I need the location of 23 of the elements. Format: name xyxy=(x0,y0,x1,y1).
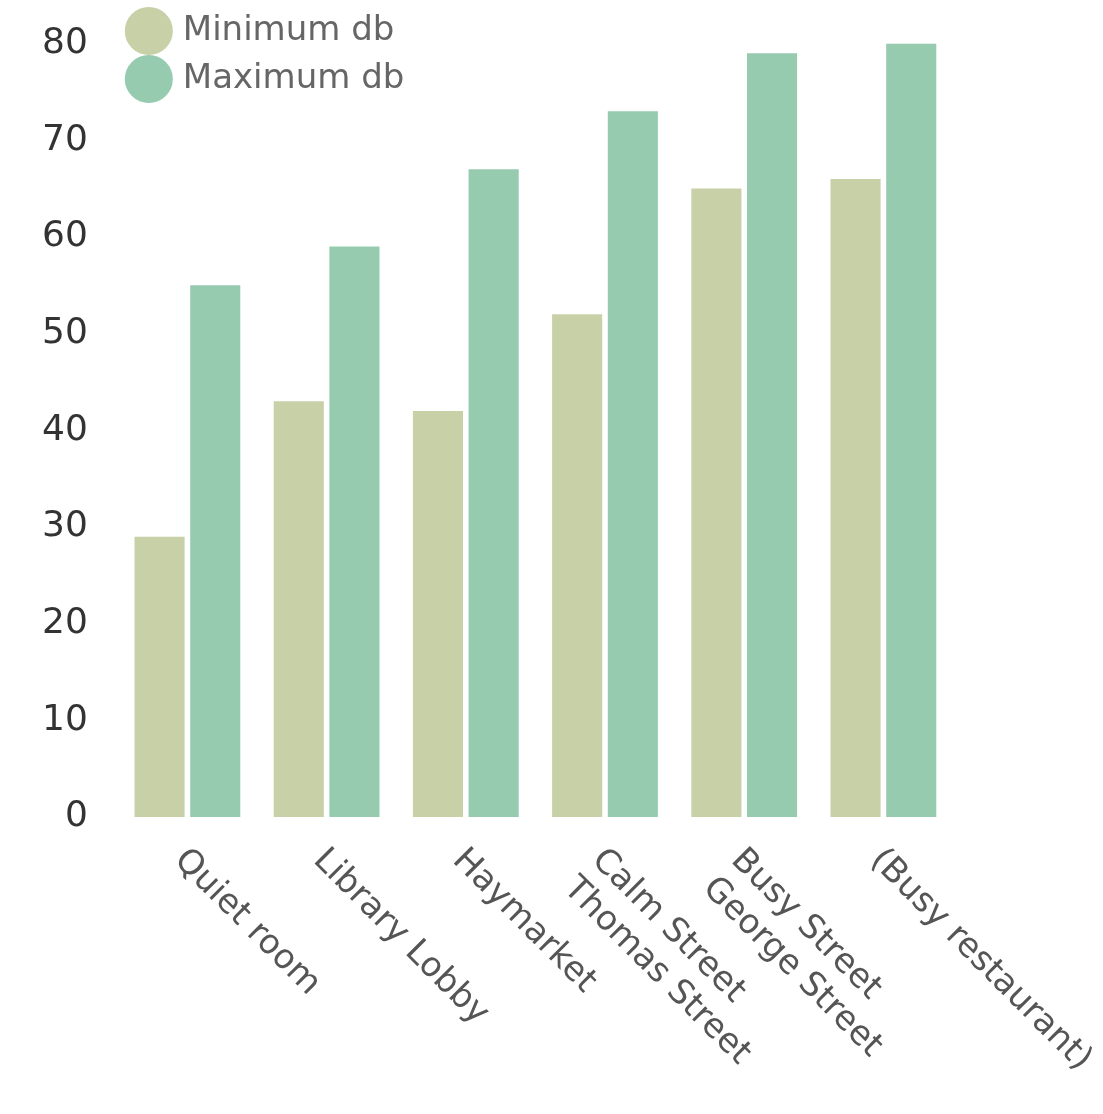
legend-label: Minimum db xyxy=(182,7,395,48)
y-tick-label: 10 xyxy=(42,696,88,738)
legend-label: Maximum db xyxy=(182,55,405,96)
bar xyxy=(607,111,658,817)
y-tick-label: 80 xyxy=(42,19,88,61)
y-tick-label: 20 xyxy=(42,600,88,642)
bar xyxy=(329,246,380,817)
bar xyxy=(468,169,519,817)
bar xyxy=(691,188,742,817)
bar xyxy=(412,410,464,817)
y-tick-label: 50 xyxy=(42,309,88,351)
bar xyxy=(830,178,881,817)
y-tick-label: 30 xyxy=(42,503,88,545)
y-tick-label: 60 xyxy=(42,213,88,255)
bar xyxy=(746,53,798,817)
y-tick-label: 70 xyxy=(42,116,88,158)
bar xyxy=(134,536,185,817)
bar xyxy=(886,43,937,817)
bar xyxy=(552,314,603,817)
y-tick-label: 40 xyxy=(42,406,88,448)
bar xyxy=(190,285,241,817)
y-tick-label: 0 xyxy=(64,793,88,835)
bar xyxy=(273,401,324,817)
